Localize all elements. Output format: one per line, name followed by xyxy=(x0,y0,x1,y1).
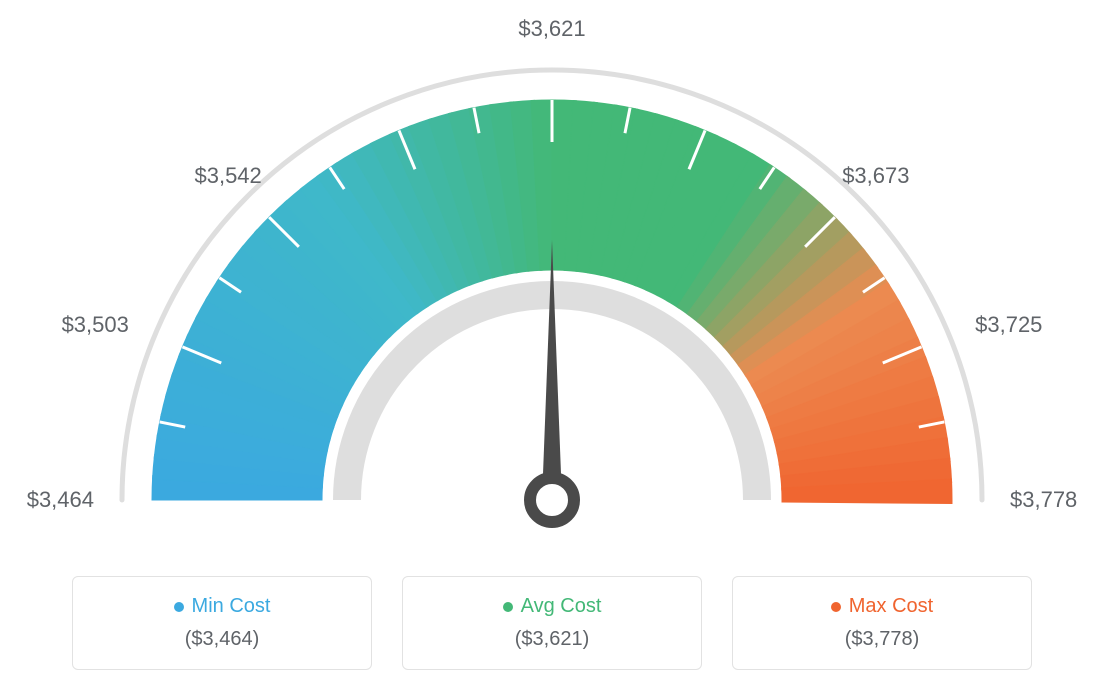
gauge-tick-label: $3,503 xyxy=(62,312,129,338)
legend-value-avg: ($3,621) xyxy=(515,628,590,651)
gauge-tick-label: $3,673 xyxy=(842,163,909,189)
legend-label-avg: Avg Cost xyxy=(521,595,602,618)
cost-gauge-chart: $3,464 $3,503 $3,542 $3,621 $3,673 $3,725 $3,7… xyxy=(0,0,1104,560)
legend-value-max: ($3,778) xyxy=(845,628,920,651)
legend-card-avg: Avg Cost ($3,621) xyxy=(402,576,702,670)
legend-title-max: Max Cost xyxy=(831,595,933,618)
legend-card-max: Max Cost ($3,778) xyxy=(732,576,1032,670)
gauge-svg xyxy=(92,40,1012,560)
legend-title-min: Min Cost xyxy=(174,595,271,618)
gauge-tick-label: $3,621 xyxy=(518,16,585,42)
legend-dot-max xyxy=(831,602,841,612)
gauge-tick-label: $3,464 xyxy=(27,487,94,513)
gauge-tick-label: $3,725 xyxy=(975,312,1042,338)
gauge-tick-label: $3,778 xyxy=(1010,487,1077,513)
legend-card-min: Min Cost ($3,464) xyxy=(72,576,372,670)
legend-row: Min Cost ($3,464) Avg Cost ($3,621) Max … xyxy=(0,576,1104,670)
legend-label-max: Max Cost xyxy=(849,595,933,618)
legend-label-min: Min Cost xyxy=(192,595,271,618)
legend-value-min: ($3,464) xyxy=(185,628,260,651)
legend-title-avg: Avg Cost xyxy=(503,595,602,618)
legend-dot-min xyxy=(174,602,184,612)
gauge-tick-label: $3,542 xyxy=(194,163,261,189)
legend-dot-avg xyxy=(503,602,513,612)
